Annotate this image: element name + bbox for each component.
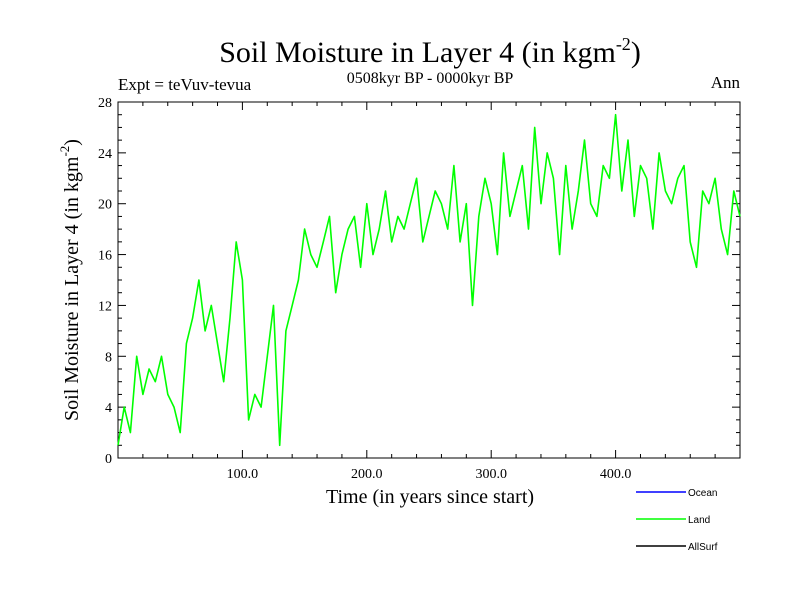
series-line-land	[117, 113, 741, 447]
y-tick-label: 12	[98, 299, 112, 314]
legend: Ocean Land AllSurf	[636, 488, 718, 553]
chart-title-close: )	[631, 36, 641, 69]
x-tick-label: 300.0	[475, 467, 507, 482]
chart-subtitle: 0508kyr BP - 0000kyr BP	[347, 70, 514, 87]
y-axis-label: Soil Moisture in Layer 4 (in kgm-2)	[57, 139, 83, 421]
y-tick-label: 8	[105, 350, 112, 365]
series-lines	[117, 113, 741, 447]
legend-label-ocean: Ocean	[688, 488, 717, 499]
y-axis-label-sup: -2	[57, 146, 72, 157]
y-tick-label: 28	[98, 96, 112, 111]
x-axis: 100.0 200.0 300.0 400.0	[142, 102, 716, 482]
y-tick-label: 20	[98, 198, 112, 213]
y-axis-label-main: Soil Moisture in Layer 4 (in kgm	[61, 156, 83, 421]
expt-label: Expt = teVuv-tevua	[118, 75, 252, 94]
y-tick-label: 0	[105, 452, 112, 467]
x-tick-label: 400.0	[600, 467, 632, 482]
legend-label-land: Land	[688, 515, 710, 526]
legend-label-allsurf: AllSurf	[688, 542, 718, 553]
plot-area	[117, 101, 741, 459]
chart-title-sup: -2	[616, 34, 631, 54]
y-axis-label-close: )	[61, 139, 83, 146]
x-tick-label: 200.0	[351, 467, 383, 482]
y-axis: 0 4 8 12 16 20 24 28	[98, 96, 740, 467]
chart-title-main: Soil Moisture in Layer 4 (in kgm	[219, 36, 616, 69]
y-tick-label: 16	[98, 249, 112, 264]
season-label: Ann	[711, 73, 741, 92]
x-axis-label: Time (in years since start)	[326, 486, 534, 508]
x-tick-label: 100.0	[227, 467, 259, 482]
y-tick-label: 4	[105, 401, 112, 416]
y-tick-label: 24	[98, 147, 112, 162]
chart-title: Soil Moisture in Layer 4 (in kgm-2)	[219, 34, 641, 69]
